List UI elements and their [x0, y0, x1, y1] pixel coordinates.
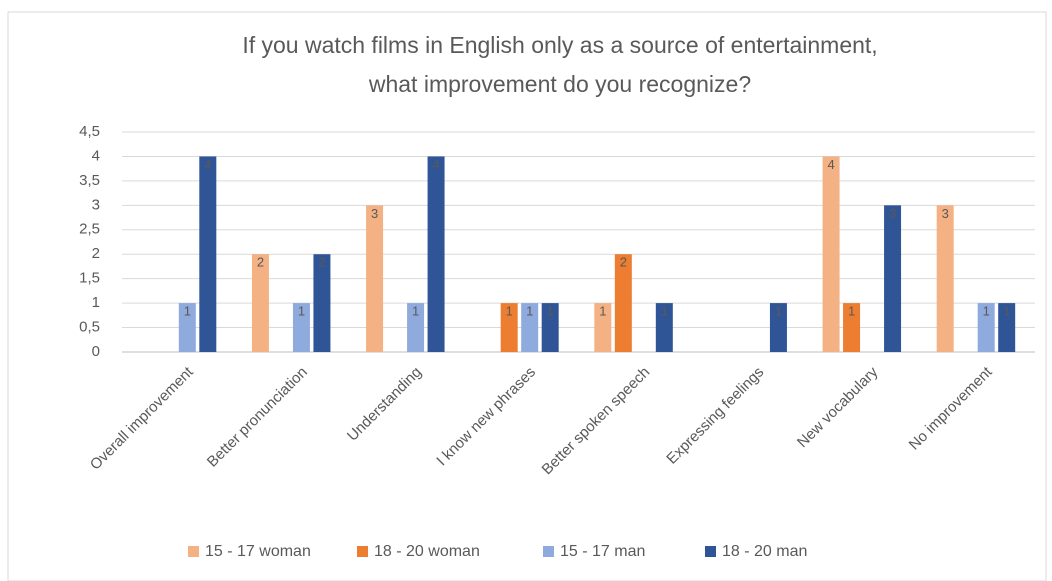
bar [998, 303, 1016, 352]
bar [822, 156, 840, 352]
legend-label: 18 - 20 man [722, 543, 807, 560]
bar [521, 303, 539, 352]
bar [366, 205, 384, 352]
bar [769, 303, 787, 352]
bar [407, 303, 425, 352]
bar [594, 303, 612, 352]
legend-label: 15 - 17 woman [205, 543, 311, 560]
y-tick-label: 4,5 [79, 123, 100, 140]
legend-label: 18 - 20 woman [374, 543, 480, 560]
bar [541, 303, 559, 352]
y-tick-label: 0,5 [79, 319, 100, 336]
data-label: 4 [432, 157, 439, 172]
bar [655, 303, 673, 352]
data-label: 3 [942, 206, 949, 221]
bar [977, 303, 995, 352]
data-label: 2 [257, 255, 264, 270]
bar [884, 205, 902, 352]
bar [251, 254, 269, 352]
data-label: 1 [184, 304, 191, 319]
bar [178, 303, 196, 352]
data-label: 1 [298, 304, 305, 319]
y-tick-label: 2 [92, 245, 100, 262]
data-label: 1 [661, 304, 668, 319]
bar [843, 303, 861, 352]
y-tick-label: 0 [92, 343, 100, 360]
data-label: 1 [599, 304, 606, 319]
data-label: 1 [547, 304, 554, 319]
data-label: 1 [983, 304, 990, 319]
y-tick-label: 4 [92, 147, 100, 164]
legend-swatch [357, 546, 368, 557]
data-label: 1 [1003, 304, 1010, 319]
y-tick-label: 1,5 [79, 270, 100, 287]
legend-swatch [543, 546, 554, 557]
y-tick-label: 1 [92, 294, 100, 311]
data-label: 1 [506, 304, 513, 319]
y-tick-label: 3,5 [79, 172, 100, 189]
data-label: 2 [318, 255, 325, 270]
data-label: 4 [204, 157, 211, 172]
data-label: 3 [371, 206, 378, 221]
chart-border [7, 11, 1047, 581]
bar [292, 303, 310, 352]
bar [614, 254, 632, 352]
chart-title: what improvement do you recognize? [368, 71, 751, 97]
y-tick-label: 2,5 [79, 221, 100, 238]
legend-swatch [188, 546, 199, 557]
bar [427, 156, 445, 352]
data-label: 4 [827, 157, 834, 172]
data-label: 1 [526, 304, 533, 319]
data-label: 1 [775, 304, 782, 319]
data-label: 2 [620, 255, 627, 270]
bar [936, 205, 954, 352]
data-label: 3 [889, 206, 896, 221]
bar [500, 303, 518, 352]
legend-label: 15 - 17 man [560, 543, 645, 560]
bar [199, 156, 217, 352]
legend-swatch [705, 546, 716, 557]
y-tick-label: 3 [92, 196, 100, 213]
chart-title: If you watch films in English only as a … [242, 32, 877, 58]
data-label: 1 [412, 304, 419, 319]
bar [313, 254, 331, 352]
data-label: 1 [848, 304, 855, 319]
